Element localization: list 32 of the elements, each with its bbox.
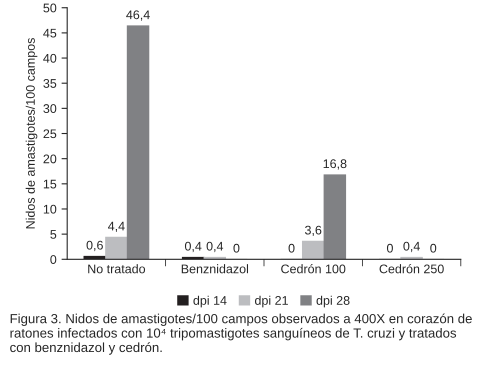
data-label: 0 — [233, 244, 240, 253]
y-tick-label: 40 — [43, 54, 56, 63]
data-label: 16,8 — [324, 159, 346, 170]
data-label: 0,6 — [86, 240, 103, 252]
y-tick-label: 45 — [43, 28, 56, 38]
text: Figura 3. Nidos de amastigotes/100 campos observados a 400X en corazón de ratones infectados con 10⁴ tripomastigotes sanguíneos de T. cruzi y tratados con benznidazol y cedrón. — [10, 313, 472, 355]
data-label: 0 — [386, 244, 393, 253]
data-label: 0,4 — [184, 242, 202, 252]
legend-label: dpi 14 — [193, 296, 227, 308]
data-label: 4,4 — [108, 222, 125, 232]
data-label: 46,4 — [126, 10, 150, 21]
y-tick-label: 30 — [43, 104, 56, 114]
y-tick-label: 20 — [44, 154, 56, 164]
x-tick-label: Cedrón 100 — [281, 264, 346, 274]
data-label: 3,6 — [304, 226, 322, 236]
y-tick-label: 5 — [50, 230, 56, 239]
x-tick-label: Benznidazol — [182, 264, 248, 274]
y-tick-label: 15 — [44, 180, 56, 188]
data-label: 0 — [430, 244, 436, 253]
y-axis-title: Nidos de amastigotes/100 campos — [26, 38, 38, 228]
y-tick-label: 10 — [44, 204, 56, 214]
x-tick-label: Cedrón 250 — [380, 264, 444, 274]
data-label: 0,4 — [403, 242, 420, 252]
y-tick-label: 35 — [43, 79, 56, 88]
data-label: 0 — [288, 244, 295, 253]
legend-label: dpi 28 — [316, 296, 350, 308]
legend-label: dpi 21 — [255, 296, 288, 308]
y-tick-label: 0 — [50, 255, 56, 264]
data-label: 0,4 — [206, 242, 224, 252]
y-tick-label: 50 — [43, 4, 56, 12]
y-tick-label: 25 — [44, 129, 56, 138]
x-tick-label: No tratado — [88, 264, 146, 274]
